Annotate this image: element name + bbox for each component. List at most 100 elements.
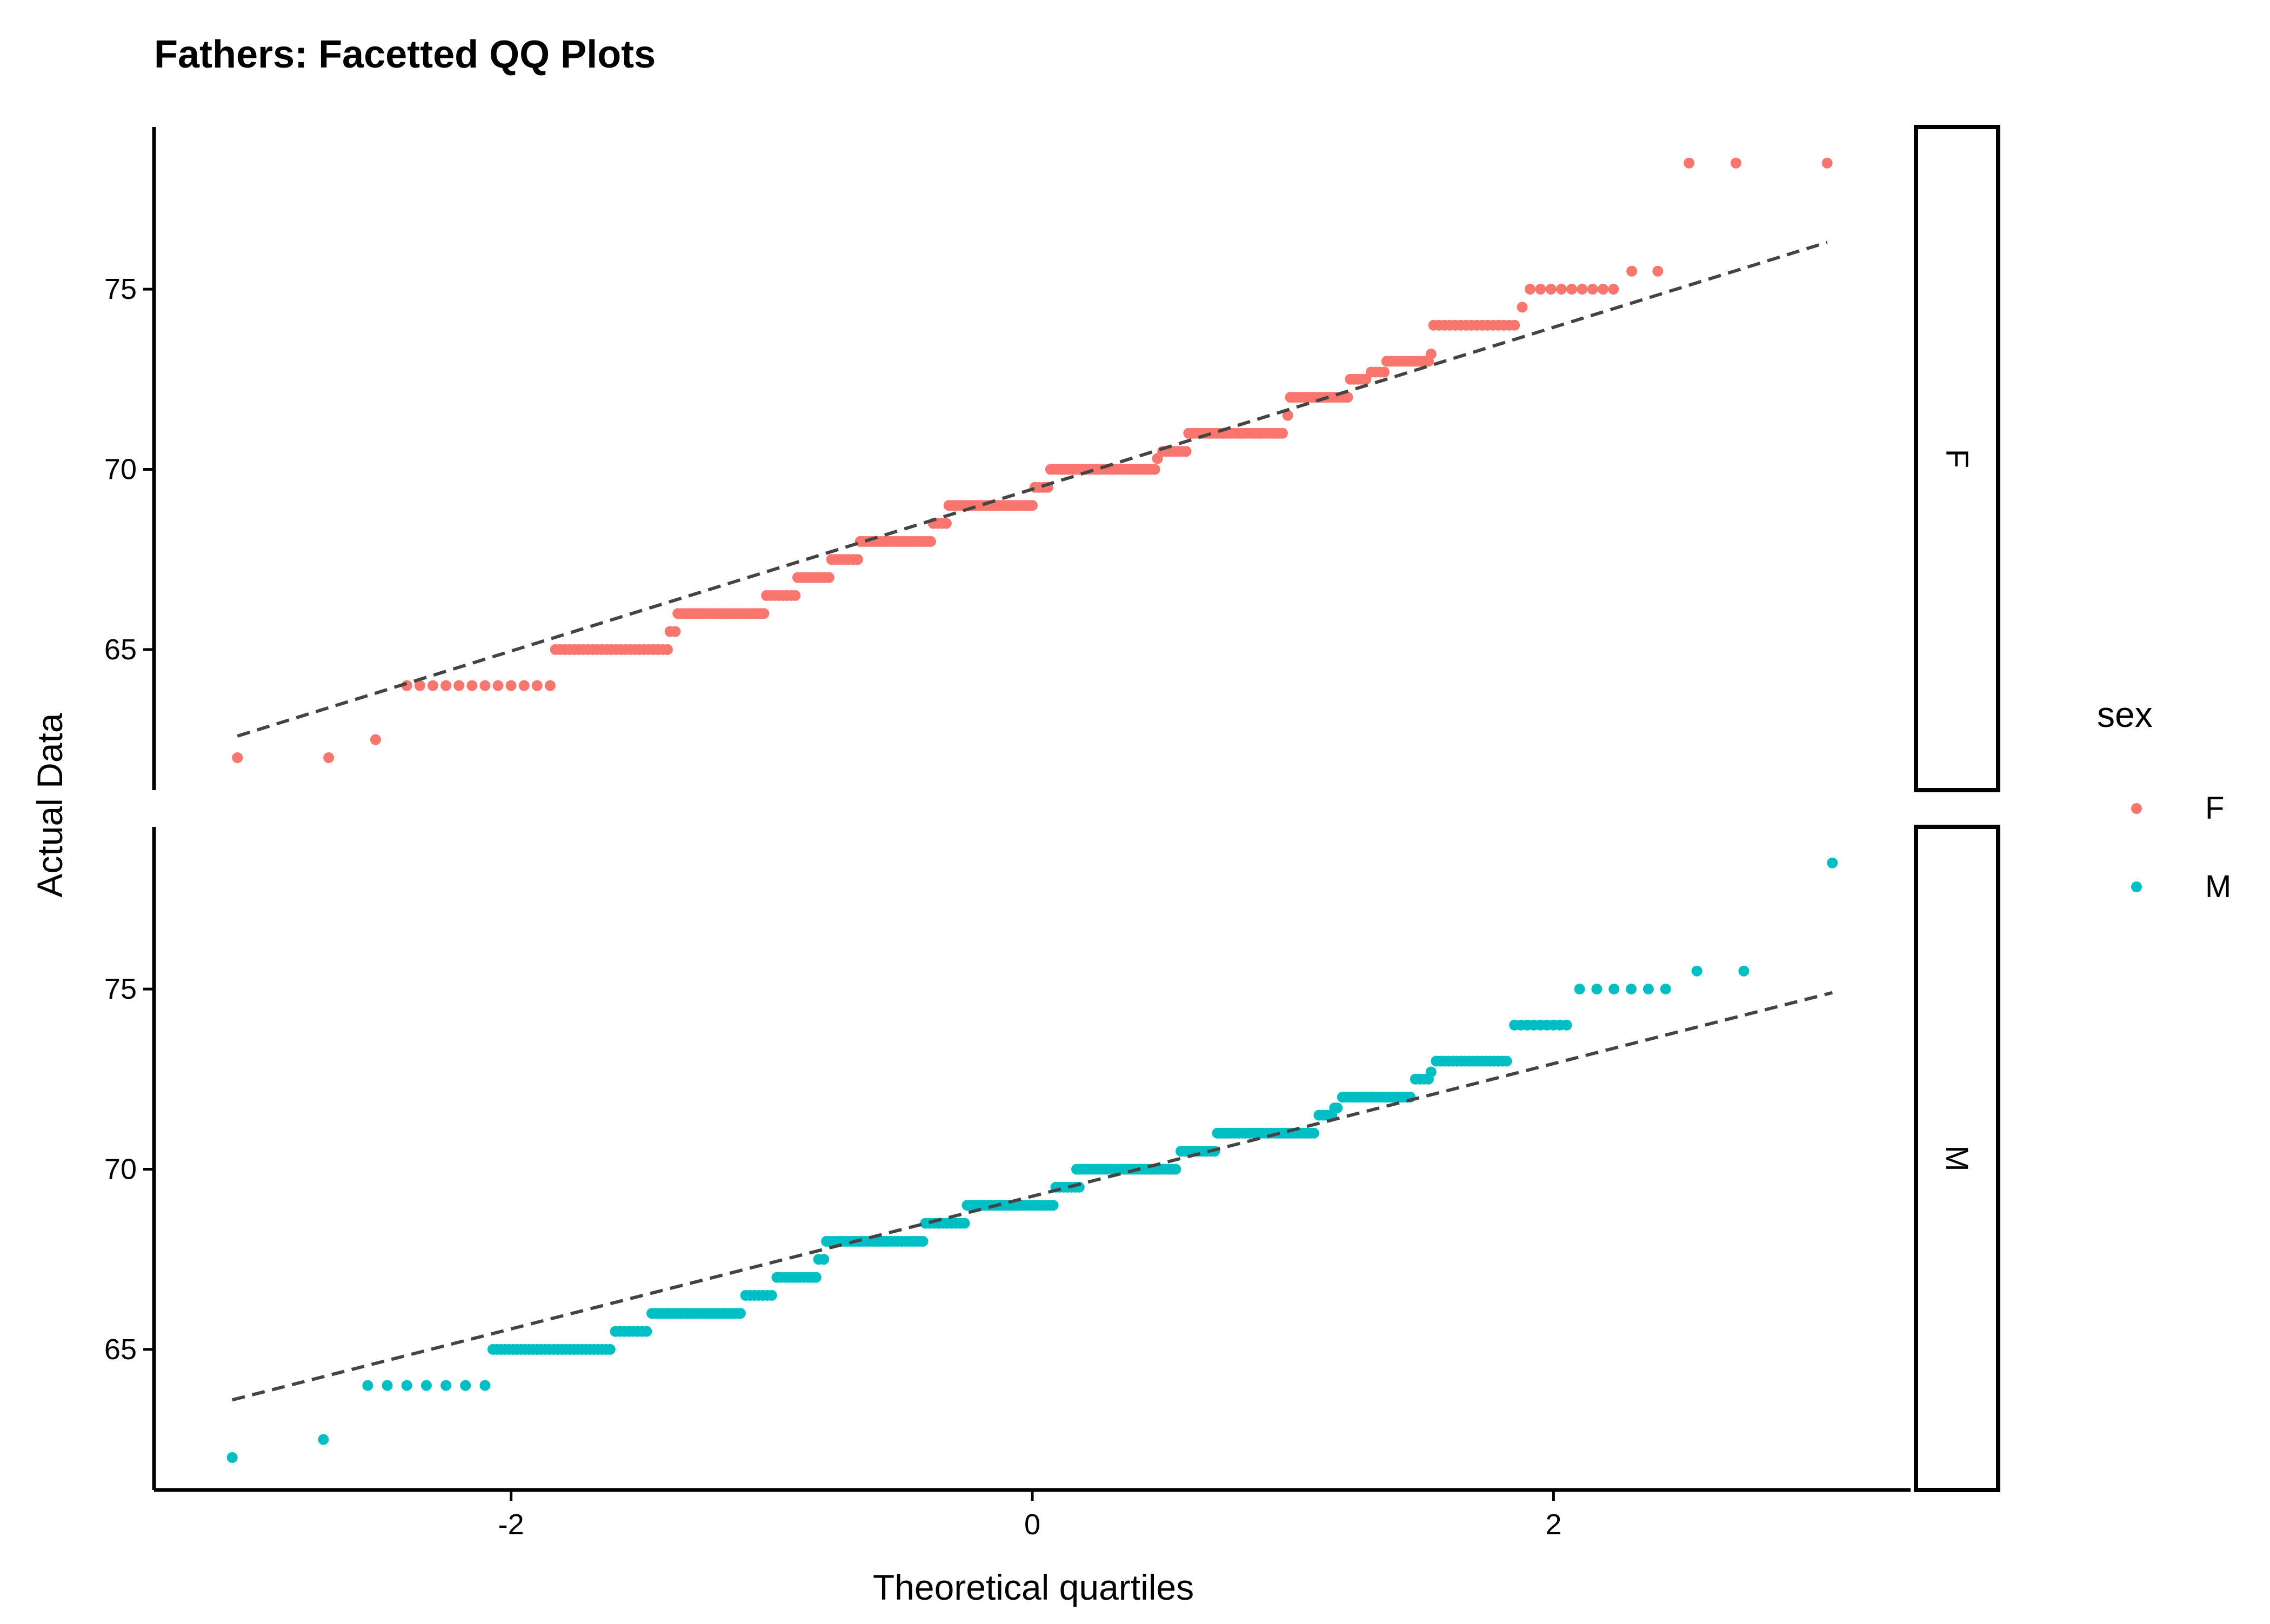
data-point	[1170, 1164, 1181, 1175]
legend-title: sex	[2097, 694, 2153, 734]
data-point	[810, 1272, 822, 1283]
data-point	[427, 680, 438, 691]
data-point	[1180, 446, 1192, 457]
data-point	[479, 1380, 491, 1391]
data-point	[401, 1380, 412, 1391]
data-point	[925, 536, 936, 547]
legend-label-f: F	[2205, 791, 2224, 826]
data-point	[1149, 464, 1160, 475]
data-point	[505, 680, 517, 691]
data-point	[1555, 284, 1567, 295]
data-point	[414, 680, 425, 691]
data-point	[460, 1380, 471, 1391]
facet-panel-f: 65 70 75 F	[104, 125, 2000, 792]
chart-title: Fathers: Facetted QQ Plots	[154, 33, 656, 76]
data-point	[1660, 984, 1671, 995]
data-point	[323, 752, 335, 763]
data-point	[1738, 965, 1750, 977]
y-tick-label: 65	[104, 633, 137, 666]
data-point	[670, 626, 681, 637]
data-point	[1525, 284, 1535, 295]
data-point	[440, 1380, 452, 1391]
data-point	[440, 680, 452, 691]
data-point	[1501, 1055, 1512, 1067]
x-tick-label: 0	[1024, 1508, 1040, 1541]
data-point	[1308, 1127, 1319, 1139]
data-point	[940, 518, 952, 529]
data-point	[1282, 410, 1293, 421]
legend-label-m: M	[2205, 869, 2231, 904]
y-tick-label: 75	[104, 973, 137, 1005]
data-point	[959, 1218, 970, 1229]
data-point	[492, 680, 504, 691]
legend-key-f	[2131, 803, 2142, 814]
data-point	[1425, 349, 1437, 360]
data-point	[818, 1254, 830, 1265]
points-f	[232, 157, 1833, 763]
data-point	[453, 680, 465, 691]
data-point	[641, 1326, 652, 1337]
legend: sex F M	[2097, 694, 2231, 904]
data-point	[735, 1308, 746, 1319]
data-point	[1027, 500, 1038, 511]
data-point	[1598, 284, 1608, 295]
data-point	[531, 680, 543, 691]
data-point	[479, 680, 491, 691]
data-point	[662, 644, 673, 655]
y-tick-label: 70	[104, 1153, 137, 1186]
y-tick-label: 70	[104, 453, 137, 486]
data-point	[232, 752, 243, 763]
x-axis-label: Theoretical quartiles	[873, 1567, 1194, 1607]
data-point	[1730, 157, 1741, 169]
data-point	[370, 734, 381, 745]
y-tick-label: 65	[104, 1333, 137, 1366]
data-point	[1587, 284, 1598, 295]
facet-strip	[1914, 125, 2000, 792]
facet-panel-m: 65 70 75 M	[104, 825, 2000, 1492]
facet-strip-label: M	[1939, 1145, 1974, 1171]
data-point	[1277, 427, 1288, 439]
data-point	[604, 1344, 616, 1355]
points-m	[226, 857, 1838, 1463]
reference-line	[237, 240, 1828, 738]
data-point	[544, 680, 556, 691]
y-axis-label: Actual Data	[30, 713, 70, 897]
data-point	[852, 554, 863, 565]
x-tick-label: -2	[498, 1508, 524, 1541]
data-point	[1545, 284, 1557, 295]
data-point	[766, 1289, 777, 1301]
data-point	[758, 608, 770, 619]
data-point	[1691, 965, 1702, 977]
data-point	[1425, 1066, 1437, 1078]
facet-panels: 65 70 75 F 65 70 75 M -2 0 2	[104, 125, 2000, 1541]
data-point	[318, 1434, 329, 1445]
data-point	[1574, 984, 1585, 995]
data-point	[1643, 984, 1654, 995]
data-point	[1821, 157, 1833, 169]
data-point	[1626, 265, 1638, 277]
data-point	[1561, 1019, 1572, 1031]
data-point	[420, 1380, 432, 1391]
data-point	[362, 1380, 373, 1391]
data-point	[226, 1452, 238, 1463]
data-point	[1566, 284, 1578, 295]
data-point	[1827, 857, 1838, 868]
data-point	[1652, 265, 1664, 277]
y-tick-label: 75	[104, 273, 137, 305]
data-point	[1626, 984, 1637, 995]
data-point	[466, 680, 478, 691]
data-point	[1047, 1200, 1059, 1211]
data-point	[1591, 984, 1603, 995]
data-point	[518, 680, 530, 691]
data-point	[1577, 284, 1588, 295]
data-point	[917, 1235, 929, 1247]
data-point	[1379, 366, 1390, 378]
data-point	[1332, 1102, 1343, 1114]
legend-key-m	[2131, 881, 2142, 892]
data-point	[1535, 284, 1546, 295]
data-point	[382, 1380, 393, 1391]
facet-strip-label: F	[1939, 449, 1974, 468]
data-point	[1517, 302, 1528, 313]
